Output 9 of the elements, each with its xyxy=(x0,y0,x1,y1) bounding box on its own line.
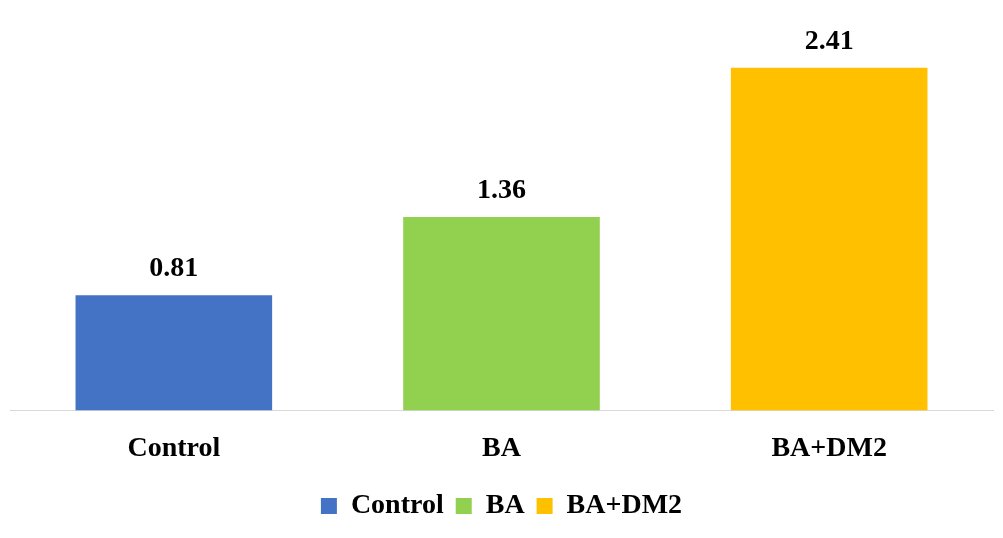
data-label: 1.36 xyxy=(477,173,526,205)
legend-label: BA xyxy=(485,488,526,520)
x-tick-label: BA+DM2 xyxy=(771,431,887,463)
x-tick-label: BA xyxy=(482,431,522,463)
data-label: 2.41 xyxy=(804,24,854,56)
data-label: 0.81 xyxy=(149,251,199,283)
legend-label: Control xyxy=(350,488,444,520)
x-tick-label: Control xyxy=(127,431,221,463)
legend-label: BA+DM2 xyxy=(566,488,683,520)
